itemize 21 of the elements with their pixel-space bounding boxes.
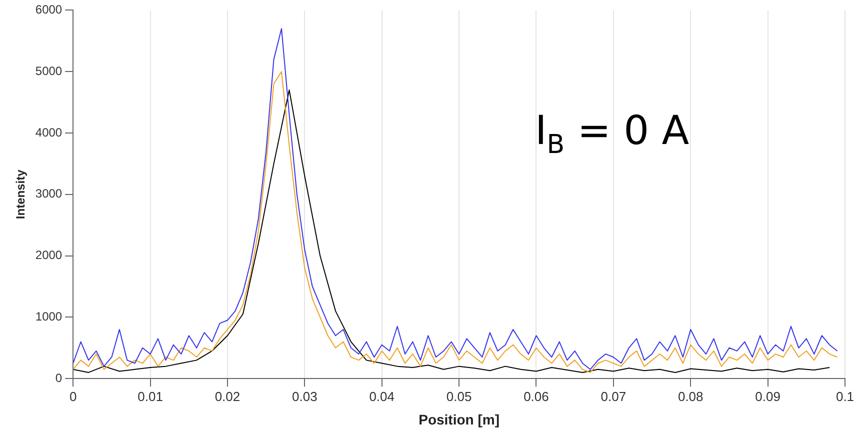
x-tick-label: 0.04 [369,388,395,404]
x-tick-label: 0.03 [292,388,318,404]
x-axis-title: Position [m] [418,411,500,428]
x-tick-label: 0 [69,388,77,404]
y-tick-label: 2000 [35,248,62,262]
x-tick-label: 0.1 [836,388,854,404]
x-tick-label: 0.01 [138,388,163,404]
y-tick-label: 1000 [35,310,62,324]
x-tick-label: 0.06 [524,388,549,404]
x-tick-label: 0.02 [214,388,240,404]
y-tick-label: 0 [55,370,62,385]
y-tick-label: 5000 [35,64,62,78]
x-tick-label: 0.09 [755,388,780,404]
y-tick-label: 4000 [35,125,62,140]
y-tick-label: 6000 [35,2,62,17]
annotation: I$_{B}$ = 0 A [535,108,690,160]
x-tick-label: 0.08 [678,388,704,404]
y-axis-title: Intensity [14,169,28,220]
x-tick-label: 0.07 [600,388,626,404]
y-tick-label: 3000 [35,186,62,201]
x-tick-label: 0.05 [446,388,472,404]
